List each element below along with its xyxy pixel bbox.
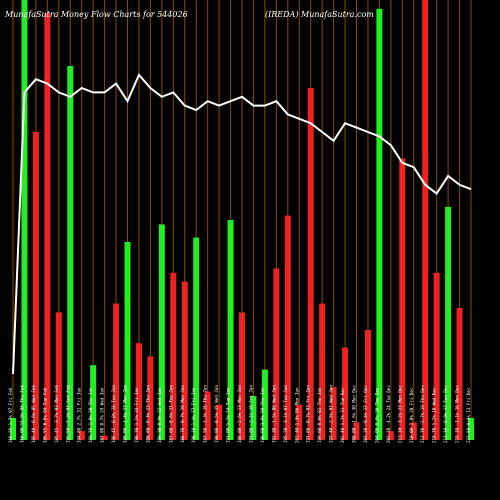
- x-tick-label: 219.10 -1.1% 16 Mon Dec: [455, 385, 460, 443]
- x-tick-label: 188.70 -0.7% 20 Mon Jan: [180, 385, 185, 443]
- x-tick-label: 198.00 3.0% 09 Thu Jan: [260, 387, 265, 443]
- bar: [239, 312, 245, 440]
- chart-title: MunafaSutra Money Flow Charts for 544026: [4, 10, 188, 19]
- x-tick-label: 185.45 -3.7% 03 Mon Feb: [54, 385, 59, 443]
- chart-subtitle: (IREDA) MunafaSutra.com: [265, 10, 374, 19]
- x-tick-label: 219.70 1.2% 18 Wed Dec: [432, 387, 437, 443]
- x-tick-label: 190.70 1.1% 24 Fri Jan: [134, 387, 139, 443]
- bar: [147, 356, 154, 440]
- bar: [113, 303, 120, 440]
- bar: [387, 431, 394, 440]
- bar: [273, 268, 280, 440]
- bar: [445, 206, 452, 440]
- bar: [353, 422, 360, 440]
- bar: [456, 308, 463, 440]
- x-tick-label: 166.35 1.7% 07 Fri Feb: [8, 387, 13, 443]
- x-tick-label: 202.40 1.2% 31 Tue Dec: [340, 387, 345, 443]
- bar: [468, 418, 474, 440]
- x-tick-label: 187.60 -0.6% 21 Tue Jan: [168, 385, 173, 443]
- bar: [32, 132, 39, 440]
- bar: [135, 343, 142, 440]
- x-tick-label: 188.80 -2.6% 13 Mon Jan: [237, 385, 242, 443]
- x-tick-label: 191.00 1.2% 14 Tue Jan: [226, 387, 231, 443]
- x-tick-label: 190.10 1.4% 17 Fri Jan: [191, 387, 196, 443]
- overlay-line: [12, 72, 472, 375]
- bar: [78, 431, 85, 440]
- x-tick-label: 187.80 0.7% 29 Wed Jan: [100, 387, 105, 443]
- x-tick-label: 211.10 -3.2% 23 Mon Dec: [397, 385, 402, 443]
- bar: [193, 237, 200, 440]
- x-tick-label: 201.40 1.9% 06 Mon Jan: [294, 387, 299, 443]
- bar: [67, 66, 74, 440]
- bar: [342, 347, 349, 440]
- x-tick-label: 186.55 0.6% 04 Tue Feb: [42, 387, 47, 443]
- bar: [21, 0, 28, 440]
- bar: [399, 158, 406, 440]
- x-tick-label: 188.60 -0.4% 23 Thu Jan: [145, 385, 150, 443]
- x-tick-label: 221.50 0.4% 13 Fri Dec: [466, 387, 471, 443]
- bar: [124, 242, 131, 440]
- x-tick-label: 213.70 -2.7% 19 Thu Dec: [420, 385, 425, 443]
- bar: [10, 418, 16, 440]
- x-tick-label: 194.80 2.7% 31 Fri Jan: [77, 387, 82, 443]
- bar: [296, 404, 303, 440]
- bar: [227, 220, 234, 440]
- x-tick-label: 188.00 -1.4% 27 Mon Jan: [123, 385, 128, 443]
- x-tick-label: 200.00 -1.6% 30 Mon Dec: [352, 385, 357, 443]
- x-tick-label: 203.20 -0.4% 27 Fri Dec: [363, 385, 368, 443]
- overlay-line-group: [12, 72, 472, 375]
- x-tick-label: 218.00 2.0% 20 Fri Dec: [409, 387, 414, 443]
- bar: [44, 13, 51, 440]
- x-tick-label: 217.10 -0.9% 17 Tue Dec: [443, 385, 448, 443]
- bar: [216, 404, 223, 440]
- bar: [158, 224, 165, 440]
- x-tick-label: 195.20 -3.1% 07 Tue Jan: [283, 385, 288, 443]
- x-tick-label: 193.80 -2.1% 10 Fri Jan: [248, 385, 253, 443]
- x-tick-label: 166.00 11.8% 06 Thu Feb: [19, 385, 24, 443]
- bar: [364, 330, 371, 440]
- x-tick-label: 192.30 -1.5% 08 Wed Jan: [271, 385, 276, 443]
- bar: [261, 369, 268, 440]
- bar: [376, 8, 383, 441]
- bar: [204, 391, 211, 440]
- bar: [422, 0, 429, 440]
- x-tick-label: 189.70 1.0% 30 Thu Jan: [88, 387, 93, 443]
- bar: [330, 387, 337, 440]
- bar: [433, 272, 440, 440]
- bar: [319, 303, 326, 440]
- x-tick-label: 187.50 -1.3% 16 Thu Jan: [203, 385, 208, 443]
- x-tick-label: 190.00 -0.5% 15 Wed Jan: [214, 385, 219, 443]
- x-tick-label: 204.00 0.9% 26 Thu Dec: [374, 387, 379, 443]
- x-tick-label: 199.00 0.8% 02 Thu Jan: [317, 387, 322, 443]
- bar: [410, 422, 417, 440]
- bar: [284, 215, 291, 440]
- x-tick-label: 185.40 -0.6% 05 Wed Feb: [31, 385, 36, 443]
- bars: [10, 0, 474, 441]
- bar: [90, 365, 97, 440]
- x-tick-label: 197.60 -0.7% 03 Fri Jan: [306, 385, 311, 443]
- x-tick-label: 197.40 -2.5% 01 Wed Jan: [329, 385, 334, 443]
- bar: [170, 272, 177, 440]
- x-tick-label: 192.50 -1.2% 01 Sat Feb: [65, 385, 70, 443]
- bar: [307, 88, 314, 440]
- bar: [101, 435, 108, 440]
- x-tick-label: 189.30 0.9% 22 Wed Jan: [157, 387, 162, 443]
- x-tick-label: 186.45 -0.8% 28 Tue Jan: [111, 385, 116, 443]
- bar: [250, 396, 257, 440]
- bar: [55, 312, 62, 440]
- bar: [181, 281, 188, 440]
- x-tick-label: 202.20 -4.2% 24 Tue Dec: [386, 385, 391, 443]
- x-tick-labels: 166.35 1.7% 07 Fri Feb 166.00 11.8% 06 Th…: [8, 385, 471, 443]
